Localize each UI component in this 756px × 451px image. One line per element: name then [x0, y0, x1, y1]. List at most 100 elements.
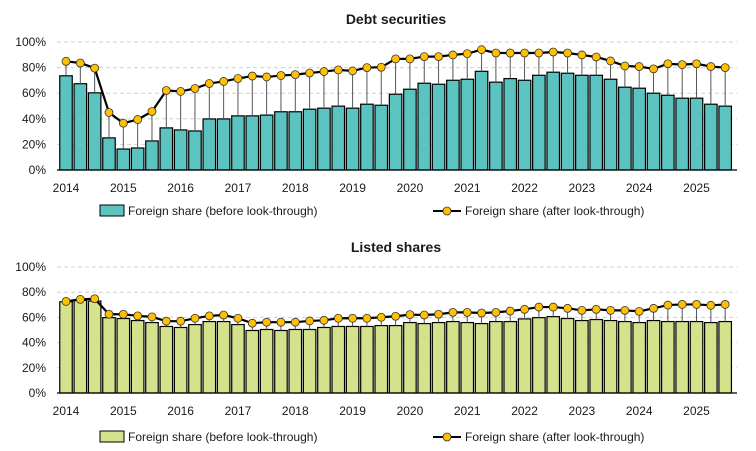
bar	[460, 321, 475, 394]
line-marker	[90, 63, 100, 73]
line-marker	[190, 84, 200, 93]
bar	[317, 107, 331, 171]
line-marker	[348, 313, 358, 323]
bar	[188, 323, 202, 394]
bar	[188, 130, 202, 171]
legend-label-line: Foreign share (after look-through)	[465, 204, 644, 218]
line-marker	[634, 306, 644, 316]
line-marker	[520, 48, 529, 58]
bar	[632, 321, 647, 394]
y-tick-label: 40%	[22, 112, 46, 126]
bar	[302, 328, 317, 394]
bar	[259, 114, 274, 171]
line-marker	[75, 294, 85, 304]
line-marker	[677, 300, 687, 309]
line-marker	[348, 66, 358, 76]
line-marker	[391, 311, 400, 321]
line-marker	[706, 300, 716, 310]
bar	[331, 105, 346, 171]
legend-swatch-marker	[442, 206, 452, 216]
bar	[102, 137, 116, 171]
x-tick-label: 2018	[282, 404, 309, 418]
line-marker	[462, 49, 472, 59]
line-marker	[61, 56, 71, 66]
bar	[661, 320, 675, 394]
bar	[603, 78, 618, 171]
bar	[718, 320, 733, 394]
bar	[503, 320, 518, 394]
x-tick-label: 2019	[339, 404, 366, 418]
bar	[517, 318, 532, 394]
bar	[646, 319, 661, 394]
line-marker	[319, 67, 329, 76]
bar	[646, 92, 661, 171]
bar	[446, 320, 460, 394]
bar	[546, 71, 561, 171]
line-marker	[362, 313, 372, 323]
bar	[130, 147, 145, 171]
bar	[388, 93, 403, 171]
bar	[403, 88, 417, 171]
bar	[689, 97, 704, 171]
bar	[388, 324, 403, 394]
line-marker	[176, 87, 186, 96]
chart-panel-listed-shares: Listed shares 0% 20% 40% 60% 80% 100% 2014 2015 2…	[15, 239, 737, 444]
bar	[575, 74, 589, 171]
line-marker	[305, 316, 315, 326]
line-marker	[204, 79, 214, 88]
bar	[360, 325, 374, 394]
line-marker	[90, 294, 100, 304]
line-marker	[262, 317, 272, 327]
bar	[245, 329, 260, 394]
line-marker	[262, 72, 272, 82]
bar	[675, 97, 690, 171]
line-marker	[591, 52, 601, 62]
bar	[73, 83, 88, 171]
line-marker	[692, 59, 701, 69]
legend-label-bar: Foreign share (before look-through)	[128, 430, 317, 444]
bar	[417, 82, 432, 171]
line-marker	[176, 316, 186, 326]
line-marker	[133, 311, 143, 321]
bar	[288, 111, 303, 171]
bar	[618, 320, 632, 394]
bar	[560, 317, 575, 394]
bar	[532, 74, 546, 171]
x-tick-label: 2025	[683, 404, 710, 418]
x-tick-label: 2021	[454, 181, 481, 195]
line-marker	[75, 58, 85, 68]
line-marker	[692, 300, 701, 309]
line-marker	[505, 48, 515, 58]
x-tick-label: 2021	[454, 404, 481, 418]
x-tick-label: 2023	[569, 404, 596, 418]
line-marker	[534, 302, 544, 312]
line-marker	[319, 315, 329, 325]
bar	[231, 323, 245, 394]
line-marker	[548, 302, 558, 312]
bar	[259, 328, 274, 394]
legend: Foreign share (before look-through) Forei…	[99, 430, 644, 444]
line-marker	[247, 318, 257, 328]
bar	[145, 140, 159, 171]
bar	[288, 328, 303, 394]
line-marker	[147, 312, 157, 322]
bar	[703, 103, 718, 171]
line-marker	[720, 63, 730, 72]
line-marker	[663, 59, 673, 69]
line-marker	[247, 71, 257, 81]
bar	[87, 300, 102, 394]
line-marker	[563, 48, 572, 58]
line-marker	[448, 307, 458, 317]
x-tick-label: 2022	[511, 181, 538, 195]
bar	[216, 320, 231, 394]
bar	[474, 322, 489, 394]
line-marker	[333, 65, 343, 75]
line-marker	[161, 86, 171, 95]
line-marker	[147, 107, 157, 116]
bar	[675, 320, 690, 394]
bar	[274, 329, 288, 394]
bar	[116, 148, 131, 171]
legend-swatch-marker	[442, 432, 452, 442]
bar	[231, 115, 245, 171]
